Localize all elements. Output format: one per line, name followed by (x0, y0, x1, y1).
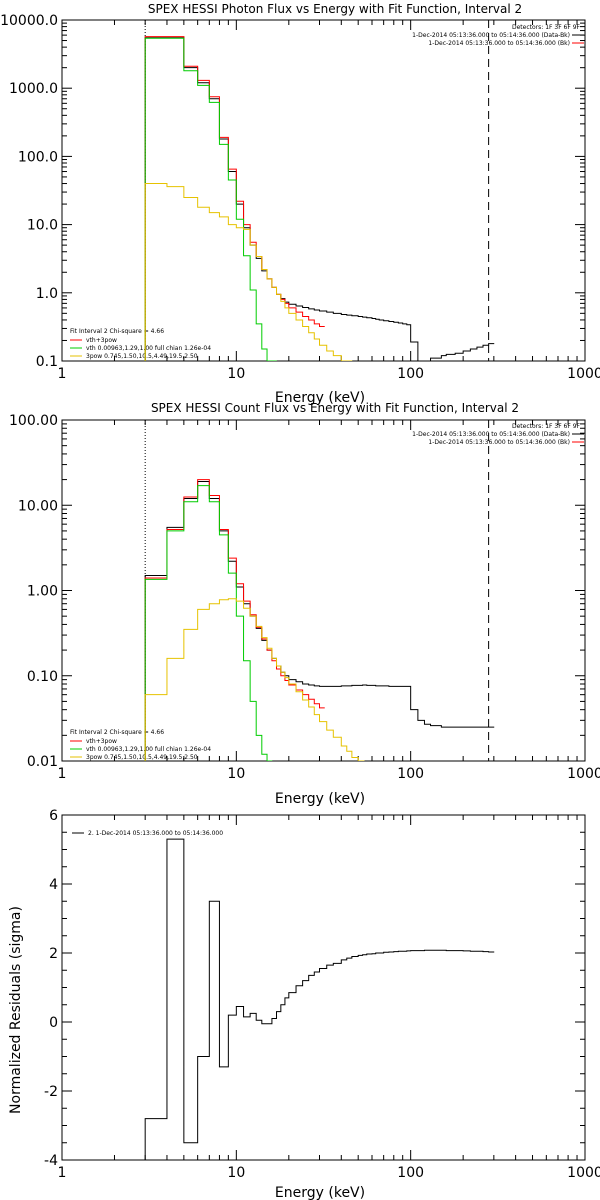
legend-detectors: Detectors: 1F 3F 6F 9F (512, 423, 581, 430)
count-flux-x-tick-label: 100 (397, 766, 424, 782)
photon-flux-plot-frame (61, 19, 586, 362)
legend-fit-interval: Fit Interval 2 Chi-square = 4.66 (70, 729, 164, 736)
legend-data-bk: 1-Dec-2014 05:13:36.000 to 05:14:36.000 … (412, 431, 570, 438)
residuals-y-tick-label: 0 (49, 1015, 58, 1031)
photon-flux-legend-bottomleft: Fit Interval 2 Chi-square = 4.66 vth+3po… (70, 328, 211, 360)
count-flux-xlabel: Energy (keV) (275, 791, 365, 807)
residuals-y-tick-label: 6 (49, 808, 58, 824)
photon-flux-y-tick-label: 1.0 (36, 286, 58, 302)
photon-flux-y-tick-label: 10000.0 (0, 13, 58, 29)
legend-data-bk: 1-Dec-2014 05:13:36.000 to 05:14:36.000 … (412, 32, 570, 39)
count-flux-x-tick-label: 10 (227, 766, 245, 782)
residuals-y-tick-label: 4 (49, 877, 58, 893)
count-flux-x-tick-label: 1 (58, 766, 67, 782)
legend-bk: 1-Dec-2014 05:13:36.000 to 05:14:36.000 … (428, 439, 570, 446)
photon-flux-series-3pow (144, 183, 353, 361)
residuals-x-tick-label: 1 (58, 1165, 67, 1181)
residuals-ylabel: Normalized Residuals (sigma) (8, 906, 24, 1114)
legend-vth: vth 0.00963,1.29,1.00 full chian 1.26e-0… (86, 345, 211, 352)
legend-detectors: Detectors: 1F 3F 6F 9F (512, 24, 581, 31)
count-flux-y-tick-label: 0.10 (27, 669, 58, 685)
photon-flux-series-vth (144, 37, 277, 361)
count-flux-x-tick-label: 1000 (567, 766, 600, 782)
photon-flux-xlabel: Energy (keV) (275, 390, 365, 406)
legend-total: vth+3pow (86, 337, 117, 344)
legend-3pow: 3pow 0.745,1.50,10.5,4.49,19.5,2.50 (86, 353, 198, 360)
residuals-y-tick-label: -2 (44, 1084, 58, 1100)
photon-flux-panel: SPEX HESSI Photon Flux vs Energy with Fi… (0, 2, 600, 406)
residuals-legend: 2. 1-Dec-2014 05:13:36.000 to 05:14:36.0… (72, 830, 223, 837)
photon-flux-x-tick-label: 1000 (567, 366, 600, 382)
photon-flux-y-tick-label: 10.0 (27, 218, 58, 234)
photon-flux-title: SPEX HESSI Photon Flux vs Energy with Fi… (148, 2, 522, 16)
photon-flux-y-tick-label: 100.0 (18, 149, 58, 165)
count-flux-y-tick-label: 100.00 (9, 413, 58, 429)
residuals-x-tick-label: 1000 (567, 1165, 600, 1181)
photon-flux-x-tick-label: 100 (397, 366, 424, 382)
count-flux-y-tick-label: 0.01 (27, 754, 58, 770)
legend-3pow: 3pow 0.745,1.50,10.5,4.49,19.5,2.50 (86, 754, 198, 761)
count-flux-legend-topright: Detectors: 1F 3F 6F 9F 1-Dec-2014 05:13:… (412, 423, 584, 446)
residuals-panel: Normalized Residuals (sigma) Energy (keV… (8, 808, 600, 1200)
photon-flux-x-tick-label: 1 (58, 366, 67, 382)
count-flux-series-vth (144, 485, 273, 761)
legend-residuals: 2. 1-Dec-2014 05:13:36.000 to 05:14:36.0… (88, 830, 223, 837)
count-flux-legend-bottomleft: Fit Interval 2 Chi-square = 4.66 vth+3po… (70, 729, 211, 761)
count-flux-series-3pow (144, 598, 365, 761)
count-flux-title: SPEX HESSI Count Flux vs Energy with Fit… (151, 401, 519, 415)
legend-total: vth+3pow (86, 738, 117, 745)
count-flux-y-tick-label: 10.00 (18, 498, 58, 514)
photon-flux-y-tick-label: 0.1 (36, 354, 58, 370)
photon-flux-x-tick-label: 10 (227, 366, 245, 382)
residuals-xlabel: Energy (keV) (275, 1185, 365, 1200)
legend-fit-interval: Fit Interval 2 Chi-square = 4.66 (70, 328, 164, 335)
photon-flux-y-tick-label: 1000.0 (9, 81, 58, 97)
count-flux-panel: SPEX HESSI Count Flux vs Energy with Fit… (9, 401, 600, 807)
count-flux-y-tick-label: 1.00 (27, 584, 58, 600)
residuals-y-tick-label: -4 (44, 1153, 58, 1169)
residuals-x-tick-label: 100 (397, 1165, 424, 1181)
residuals-series-residuals (144, 838, 495, 1160)
legend-vth: vth 0.00963,1.29,1.00 full chian 1.26e-0… (86, 746, 211, 753)
legend-bk: 1-Dec-2014 05:13:36.000 to 05:14:36.000 … (428, 40, 570, 47)
residuals-y-tick-label: 2 (49, 946, 58, 962)
residuals-x-tick-label: 10 (227, 1165, 245, 1181)
